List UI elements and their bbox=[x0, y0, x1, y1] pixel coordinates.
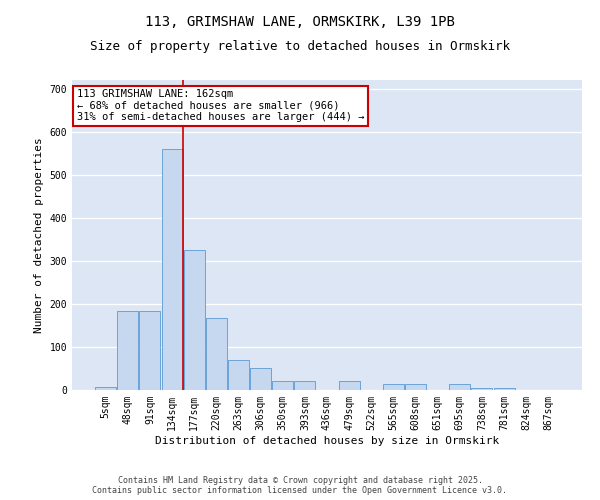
Bar bbox=[139, 311, 160, 390]
Bar bbox=[472, 388, 493, 390]
Bar bbox=[118, 311, 139, 390]
Bar bbox=[184, 250, 205, 390]
Bar bbox=[338, 380, 359, 390]
Text: 113 GRIMSHAW LANE: 162sqm
← 68% of detached houses are smaller (966)
31% of semi: 113 GRIMSHAW LANE: 162sqm ← 68% of detac… bbox=[77, 90, 365, 122]
Bar bbox=[405, 384, 426, 390]
Bar bbox=[383, 384, 404, 390]
Y-axis label: Number of detached properties: Number of detached properties bbox=[34, 137, 44, 333]
Bar bbox=[494, 388, 515, 390]
Bar bbox=[250, 368, 271, 390]
Bar bbox=[161, 149, 182, 390]
X-axis label: Distribution of detached houses by size in Ormskirk: Distribution of detached houses by size … bbox=[155, 436, 499, 446]
Bar bbox=[295, 380, 316, 390]
Bar bbox=[449, 384, 470, 390]
Bar bbox=[95, 386, 116, 390]
Bar bbox=[272, 380, 293, 390]
Text: 113, GRIMSHAW LANE, ORMSKIRK, L39 1PB: 113, GRIMSHAW LANE, ORMSKIRK, L39 1PB bbox=[145, 15, 455, 29]
Text: Contains HM Land Registry data © Crown copyright and database right 2025.
Contai: Contains HM Land Registry data © Crown c… bbox=[92, 476, 508, 495]
Text: Size of property relative to detached houses in Ormskirk: Size of property relative to detached ho… bbox=[90, 40, 510, 53]
Bar bbox=[206, 318, 227, 390]
Bar bbox=[228, 360, 249, 390]
